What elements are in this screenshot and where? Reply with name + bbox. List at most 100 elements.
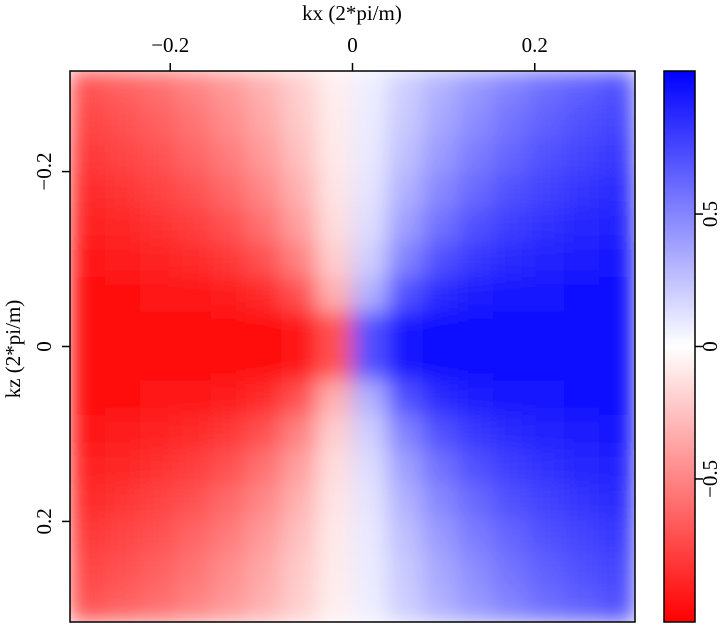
heatmap-cell	[140, 173, 177, 210]
heatmap-cell	[457, 277, 495, 313]
heatmap-cell	[493, 242, 530, 279]
heatmap-cell	[140, 587, 177, 622]
heatmap-cell	[246, 414, 283, 451]
heatmap-cell	[387, 380, 424, 416]
heatmap-cell	[422, 414, 459, 451]
heatmap-cell	[140, 139, 177, 175]
heatmap-cell	[599, 139, 635, 175]
heatmap-cell	[70, 242, 106, 279]
heatmap-cell	[352, 483, 389, 520]
y-axis-label: kz (2*pi/m)	[1, 300, 25, 399]
heatmap-cell	[493, 173, 530, 210]
heatmap-cell	[175, 277, 212, 313]
heatmap-cell	[104, 346, 142, 382]
heatmap-cell	[599, 277, 635, 313]
heatmap-cell	[246, 552, 283, 589]
x-tick-label: 0.2	[522, 33, 548, 57]
heatmap-cell	[387, 277, 424, 313]
heatmap-cell	[493, 518, 530, 554]
heatmap-cell	[210, 552, 248, 589]
heatmap-cell	[457, 208, 495, 244]
heatmap-cell	[493, 208, 530, 244]
heatmap-cell	[104, 173, 142, 210]
heatmap-cell	[457, 104, 495, 141]
heatmap-cell	[316, 380, 353, 416]
heatmap-cell	[281, 346, 318, 382]
heatmap-cell	[599, 104, 635, 141]
x-axis-label: kx (2*pi/m)	[302, 1, 402, 25]
heatmap-cell	[104, 449, 142, 485]
heatmap-cell	[246, 104, 283, 141]
heatmap-cell	[493, 414, 530, 451]
heatmap-cell	[422, 380, 459, 416]
heatmap-cell	[457, 173, 495, 210]
x-tick-label: 0	[347, 33, 358, 57]
heatmap-cell	[563, 173, 601, 210]
colorbar-tick-label: 0	[698, 341, 722, 352]
heatmap-cell	[528, 242, 565, 279]
heatmap-cell	[493, 483, 530, 520]
heatmap-cell	[528, 277, 565, 313]
heatmap-cell	[352, 414, 389, 451]
heatmap-cell	[104, 139, 142, 175]
heatmap-cell	[140, 518, 177, 554]
heatmap-cell	[493, 587, 530, 622]
heatmap-cell	[563, 380, 601, 416]
heatmap-cell	[104, 518, 142, 554]
heatmap-cell	[175, 139, 212, 175]
heatmap-cell	[281, 277, 318, 313]
heatmap-cell	[104, 311, 142, 347]
heatmap-cell	[422, 311, 459, 347]
heatmap-cell	[493, 552, 530, 589]
heatmap-cell	[422, 587, 459, 622]
heatmap-cell	[457, 242, 495, 279]
heatmap-cell	[563, 242, 601, 279]
heatmap-cell	[316, 242, 353, 279]
heatmap-cell	[528, 346, 565, 382]
heatmap-cell	[599, 518, 635, 554]
heatmap-cell	[528, 104, 565, 141]
heatmap-cell	[352, 277, 389, 313]
colorbar-tick-label: 0.5	[698, 201, 722, 227]
heatmap-cell	[528, 518, 565, 554]
heatmap-cell	[352, 208, 389, 244]
heatmap-cell	[563, 139, 601, 175]
heatmap-cell	[210, 449, 248, 485]
heatmap-cell	[175, 483, 212, 520]
heatmap-cell	[70, 139, 106, 175]
heatmap-cell	[210, 483, 248, 520]
heatmap-cell	[352, 139, 389, 175]
heatmap-cell	[387, 483, 424, 520]
heatmap-cell	[422, 346, 459, 382]
heatmap-cell	[281, 483, 318, 520]
heatmap-cell	[140, 380, 177, 416]
heatmap-cell	[70, 414, 106, 451]
heatmap-cell	[281, 380, 318, 416]
heatmap-cell	[210, 311, 248, 347]
heatmap-cell	[210, 587, 248, 622]
heatmap-cell	[599, 173, 635, 210]
heatmap-cell	[493, 104, 530, 141]
heatmap-cell	[210, 277, 248, 313]
heatmap-cell	[104, 208, 142, 244]
heatmap-cell	[457, 71, 495, 106]
heatmap-cell	[210, 71, 248, 106]
heatmap-cell	[422, 518, 459, 554]
heatmap-cell	[210, 518, 248, 554]
heatmap-cell	[281, 208, 318, 244]
heatmap-cell	[175, 449, 212, 485]
heatmap-cell	[281, 587, 318, 622]
heatmap-cell	[352, 242, 389, 279]
heatmap-cell	[316, 587, 353, 622]
heatmap-cell	[316, 277, 353, 313]
heatmap-cell	[104, 104, 142, 141]
colorbar	[663, 70, 696, 623]
heatmap-cell	[352, 518, 389, 554]
heatmap-cell	[246, 173, 283, 210]
heatmap-cell	[493, 139, 530, 175]
heatmap-cell	[599, 208, 635, 244]
heatmap-cell	[563, 311, 601, 347]
heatmap-cell	[70, 71, 106, 106]
heatmap-cell	[352, 587, 389, 622]
